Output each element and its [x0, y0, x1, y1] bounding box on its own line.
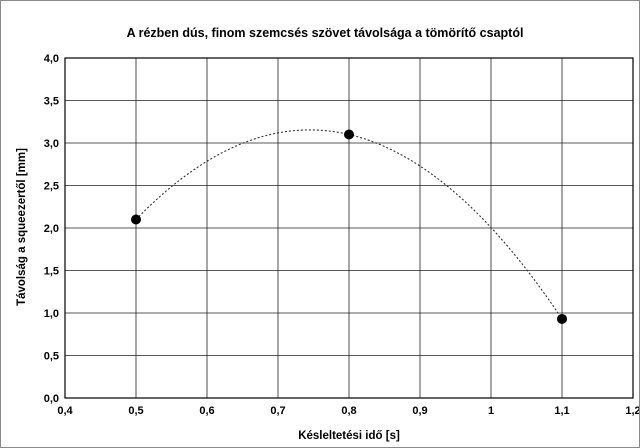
data-point: [131, 214, 141, 225]
y-tick-label: 2,5: [44, 181, 59, 193]
y-axis-ticks: 0,0 0,5 1,0 1,5 2,0 2,5 3,0 3,5 4,0: [44, 53, 59, 405]
data-point: [344, 129, 354, 140]
x-tick-label: 1,2: [625, 405, 639, 417]
y-tick-label: 4,0: [44, 53, 59, 65]
y-axis-label: Távolság a squeezertől [mm]: [16, 148, 28, 306]
chart-title: A rézben dús, finom szemcsés szövet távo…: [127, 26, 524, 40]
x-tick-label: 0,9: [412, 405, 427, 417]
x-axis-ticks: 0,4 0,5 0,6 0,7 0,8 0,9 1 1,1 1,2: [57, 405, 639, 417]
x-tick-label: 1,1: [554, 405, 569, 417]
x-tick-label: 0,4: [57, 405, 73, 417]
y-tick-label: 3,0: [44, 138, 59, 150]
x-tick-label: 0,6: [199, 405, 214, 417]
x-tick-label: 0,7: [270, 405, 285, 417]
x-tick-label: 0,8: [341, 405, 356, 417]
x-tick-label: 1: [488, 405, 494, 417]
y-tick-label: 0,5: [44, 351, 59, 363]
x-tick-label: 0,5: [128, 405, 143, 417]
plot-area: [64, 57, 634, 399]
data-points: [131, 129, 567, 324]
y-tick-label: 0,0: [44, 393, 59, 405]
grid-lines: [64, 57, 634, 399]
y-tick-label: 1,0: [44, 308, 59, 320]
data-point: [557, 313, 567, 324]
y-tick-label: 1,5: [44, 266, 59, 278]
y-tick-label: 2,0: [44, 223, 59, 235]
y-tick-label: 3,5: [44, 96, 59, 108]
x-axis-label: Késleltetési idő [s]: [298, 430, 400, 442]
